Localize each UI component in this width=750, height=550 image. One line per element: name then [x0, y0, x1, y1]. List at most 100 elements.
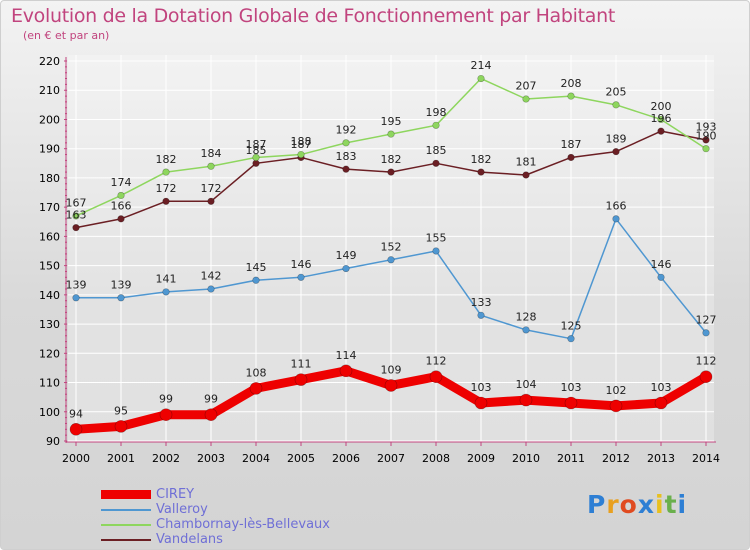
x-tick-label: 2005	[287, 452, 315, 465]
x-tick-label: 2009	[467, 452, 495, 465]
data-label: 133	[471, 296, 492, 309]
data-label: 112	[696, 355, 717, 368]
series-lines	[69, 74, 713, 436]
point-vandelans	[567, 153, 575, 162]
data-label: 172	[156, 182, 177, 195]
x-tick-label: 2003	[197, 452, 225, 465]
data-label: 146	[291, 258, 312, 271]
y-tick-label: 170	[39, 201, 60, 214]
data-label: 142	[201, 270, 222, 283]
point-chambornay-les-bellevaux	[432, 121, 440, 129]
data-label: 182	[471, 153, 492, 166]
point-vandelans	[117, 215, 125, 223]
point-cirey	[699, 370, 713, 383]
point-vandelans	[72, 224, 80, 232]
data-label: 192	[336, 124, 357, 137]
point-cirey	[114, 420, 128, 433]
point-vandelans	[522, 171, 530, 179]
data-label: 187	[246, 138, 267, 151]
legend-label: Vandelans	[156, 532, 223, 547]
data-label: 185	[246, 144, 267, 157]
data-label: 172	[201, 182, 222, 195]
x-tick-label: 2012	[602, 452, 630, 465]
data-label: 152	[381, 240, 402, 253]
x-tick-label: 2007	[377, 452, 405, 465]
x-tick-label: 2004	[242, 452, 270, 465]
logo-letter: o	[619, 490, 638, 519]
chart-subtitle: (en € et par an)	[23, 29, 110, 42]
point-cirey	[429, 370, 443, 383]
point-vandelans	[162, 197, 170, 205]
point-chambornay-les-bellevaux	[297, 150, 305, 159]
legend-label: Valleroy	[156, 502, 208, 517]
data-label: 103	[471, 381, 492, 394]
legend-swatch	[101, 538, 151, 541]
point-chambornay-les-bellevaux	[657, 115, 665, 124]
legend: CIREY Valleroy Chambornay-lès-Bellevaux Van…	[101, 487, 330, 547]
point-chambornay-les-bellevaux	[72, 212, 80, 220]
point-chambornay-les-bellevaux	[342, 139, 350, 147]
data-label: 183	[336, 150, 357, 163]
point-chambornay-les-bellevaux	[387, 130, 395, 138]
point-valleroy	[612, 215, 620, 223]
point-valleroy	[207, 285, 215, 293]
y-tick-label: 140	[39, 289, 60, 302]
point-chambornay-les-bellevaux	[702, 145, 710, 153]
data-label: 200	[651, 100, 672, 113]
data-label: 95	[114, 404, 128, 417]
point-valleroy	[477, 311, 485, 319]
point-vandelans	[387, 168, 395, 176]
data-label: 127	[696, 314, 717, 327]
data-label: 166	[111, 200, 132, 213]
data-label: 94	[69, 407, 83, 420]
point-valleroy	[72, 294, 80, 302]
point-chambornay-les-bellevaux	[162, 168, 170, 176]
data-label: 195	[381, 115, 402, 128]
data-label: 163	[66, 208, 87, 221]
point-cirey	[519, 393, 533, 407]
point-valleroy	[522, 326, 530, 334]
y-tick-label: 200	[39, 113, 60, 126]
point-vandelans	[612, 148, 620, 156]
x-tick-label: 2000	[62, 452, 90, 465]
data-label: 166	[606, 200, 627, 213]
logo-letter: r	[606, 490, 620, 519]
point-vandelans	[342, 165, 350, 173]
grid	[68, 55, 714, 442]
legend-item: Valleroy	[101, 502, 330, 517]
point-vandelans	[702, 136, 710, 144]
axes: 9010011012013014015016017018019020021022…	[39, 55, 720, 465]
data-label: 208	[561, 77, 582, 90]
data-label: 188	[291, 135, 312, 148]
point-cirey	[384, 379, 398, 392]
data-label: 141	[156, 273, 177, 286]
point-valleroy	[702, 329, 710, 337]
point-chambornay-les-bellevaux	[252, 153, 260, 162]
data-label: 139	[111, 278, 132, 291]
legend-swatch	[101, 523, 151, 526]
x-tick-label: 2001	[107, 452, 135, 465]
data-label: 174	[111, 176, 132, 189]
data-label: 149	[336, 249, 357, 262]
y-tick-label: 100	[39, 406, 60, 419]
data-label: 193	[696, 121, 717, 134]
y-tick-label: 130	[39, 318, 60, 331]
x-tick-label: 2011	[557, 452, 585, 465]
legend-swatch	[101, 508, 151, 511]
point-cirey	[249, 382, 263, 395]
y-tick-label: 180	[39, 172, 60, 185]
data-label: 125	[561, 319, 582, 332]
point-valleroy	[252, 276, 260, 284]
point-chambornay-les-bellevaux	[612, 101, 620, 109]
y-tick-label: 160	[39, 230, 60, 243]
y-tick-label: 220	[39, 55, 60, 68]
data-label: 214	[471, 59, 492, 72]
logo-letter: x	[637, 490, 655, 519]
point-chambornay-les-bellevaux	[477, 74, 485, 83]
x-tick-label: 2013	[647, 452, 675, 465]
data-label: 198	[426, 106, 447, 119]
point-cirey	[474, 396, 488, 410]
